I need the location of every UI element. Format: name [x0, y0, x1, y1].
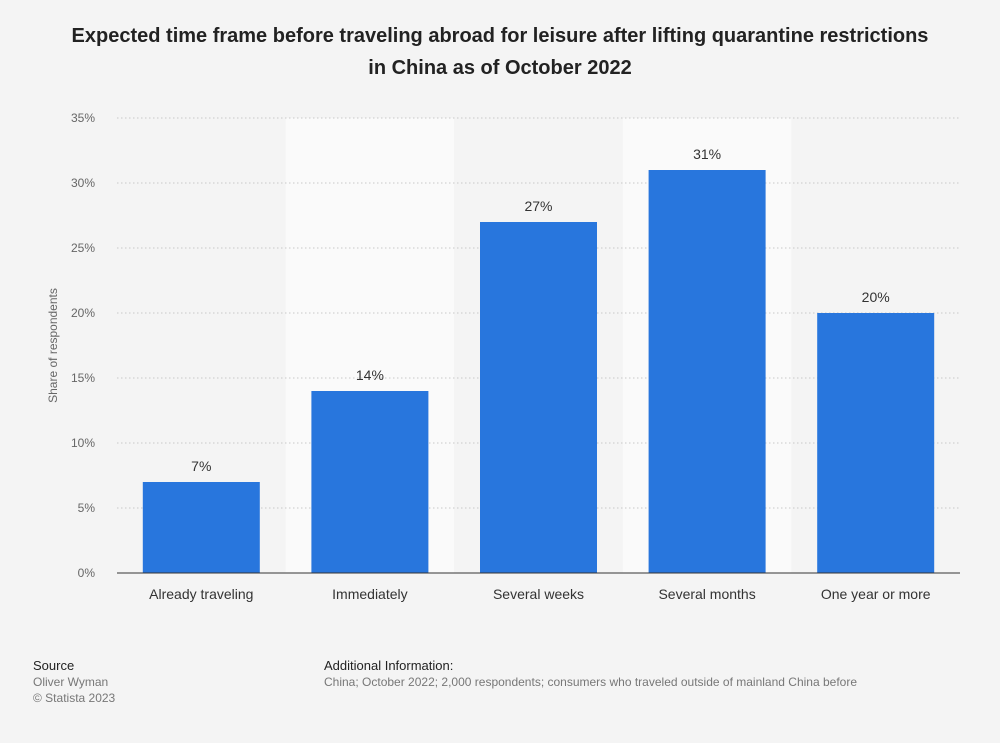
x-tick-label: Immediately — [332, 586, 407, 602]
x-tick-label: One year or more — [821, 586, 931, 602]
data-label: 14% — [356, 367, 384, 383]
y-tick-label: 35% — [71, 111, 95, 125]
source-heading: Source — [33, 658, 75, 673]
x-tick-label: Several weeks — [493, 586, 584, 602]
bar[interactable] — [648, 170, 766, 573]
bar[interactable] — [480, 222, 597, 573]
additional-info-block: Additional Information: China; October 2… — [324, 658, 857, 690]
data-label: 31% — [693, 146, 721, 162]
bar[interactable] — [142, 482, 260, 573]
y-tick-label: 5% — [78, 501, 96, 515]
data-labels: 7% 14% 27% 31% 20% — [191, 146, 890, 474]
bar[interactable] — [311, 391, 429, 573]
copyright-text[interactable]: © Statista 2023 — [33, 691, 116, 705]
data-label: 20% — [862, 289, 890, 305]
y-tick-label: 25% — [71, 241, 95, 255]
x-tick-label: Several months — [658, 586, 755, 602]
data-label: 7% — [191, 458, 211, 474]
bars — [142, 170, 935, 573]
source-block: Source Oliver Wyman © Statista 2023 — [33, 658, 115, 706]
additional-info-text: China; October 2022; 2,000 respondents; … — [324, 675, 857, 689]
data-label: 27% — [524, 198, 552, 214]
y-axis-title: Share of respondents — [46, 288, 60, 403]
y-tick-label: 0% — [78, 566, 96, 580]
source-name[interactable]: Oliver Wyman — [33, 675, 109, 689]
x-tick-label: Already traveling — [149, 586, 253, 602]
x-axis-ticks: Already traveling Immediately Several week… — [149, 586, 931, 602]
y-tick-label: 15% — [71, 371, 95, 385]
bar[interactable] — [817, 313, 935, 573]
y-tick-label: 10% — [71, 436, 95, 450]
y-tick-label: 30% — [71, 176, 95, 190]
y-axis-ticks: 0% 5% 10% 15% 20% 25% 30% 35% — [71, 111, 95, 580]
additional-info-heading: Additional Information: — [324, 658, 454, 673]
chart-title: Expected time frame before traveling abr… — [71, 25, 929, 79]
y-tick-label: 20% — [71, 306, 95, 320]
